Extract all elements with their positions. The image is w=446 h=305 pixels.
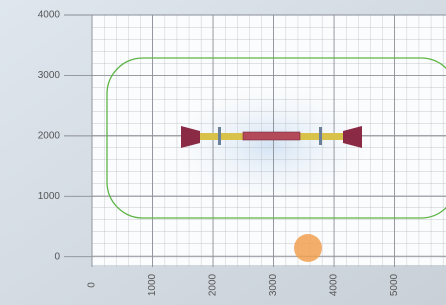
minor-grid bbox=[92, 15, 446, 267]
y-tick-label: 4000 bbox=[38, 10, 61, 21]
left-clamp bbox=[218, 127, 221, 145]
x-tick-label: 2000 bbox=[208, 273, 219, 296]
center-block bbox=[243, 132, 300, 140]
right-clamp bbox=[319, 127, 322, 145]
x-tick-label: 5000 bbox=[389, 273, 400, 296]
x-tick-label: 0 bbox=[87, 282, 98, 288]
y-tick-label: 0 bbox=[54, 251, 60, 262]
y-tick-label: 3000 bbox=[38, 70, 61, 81]
x-tick-label: 3000 bbox=[268, 273, 279, 296]
y-tick-label: 1000 bbox=[38, 191, 61, 202]
x-tick-label: 1000 bbox=[147, 273, 158, 296]
page: 01000200030004000010002000300040005000 (… bbox=[0, 0, 446, 305]
viewport: 0 1000 2000 3000 4000 0 1000 2000 3000 4000 5000 bbox=[0, 0, 446, 305]
x-tick-label: 4000 bbox=[329, 273, 340, 296]
y-tick-label: 2000 bbox=[38, 131, 61, 142]
marker bbox=[294, 234, 322, 262]
